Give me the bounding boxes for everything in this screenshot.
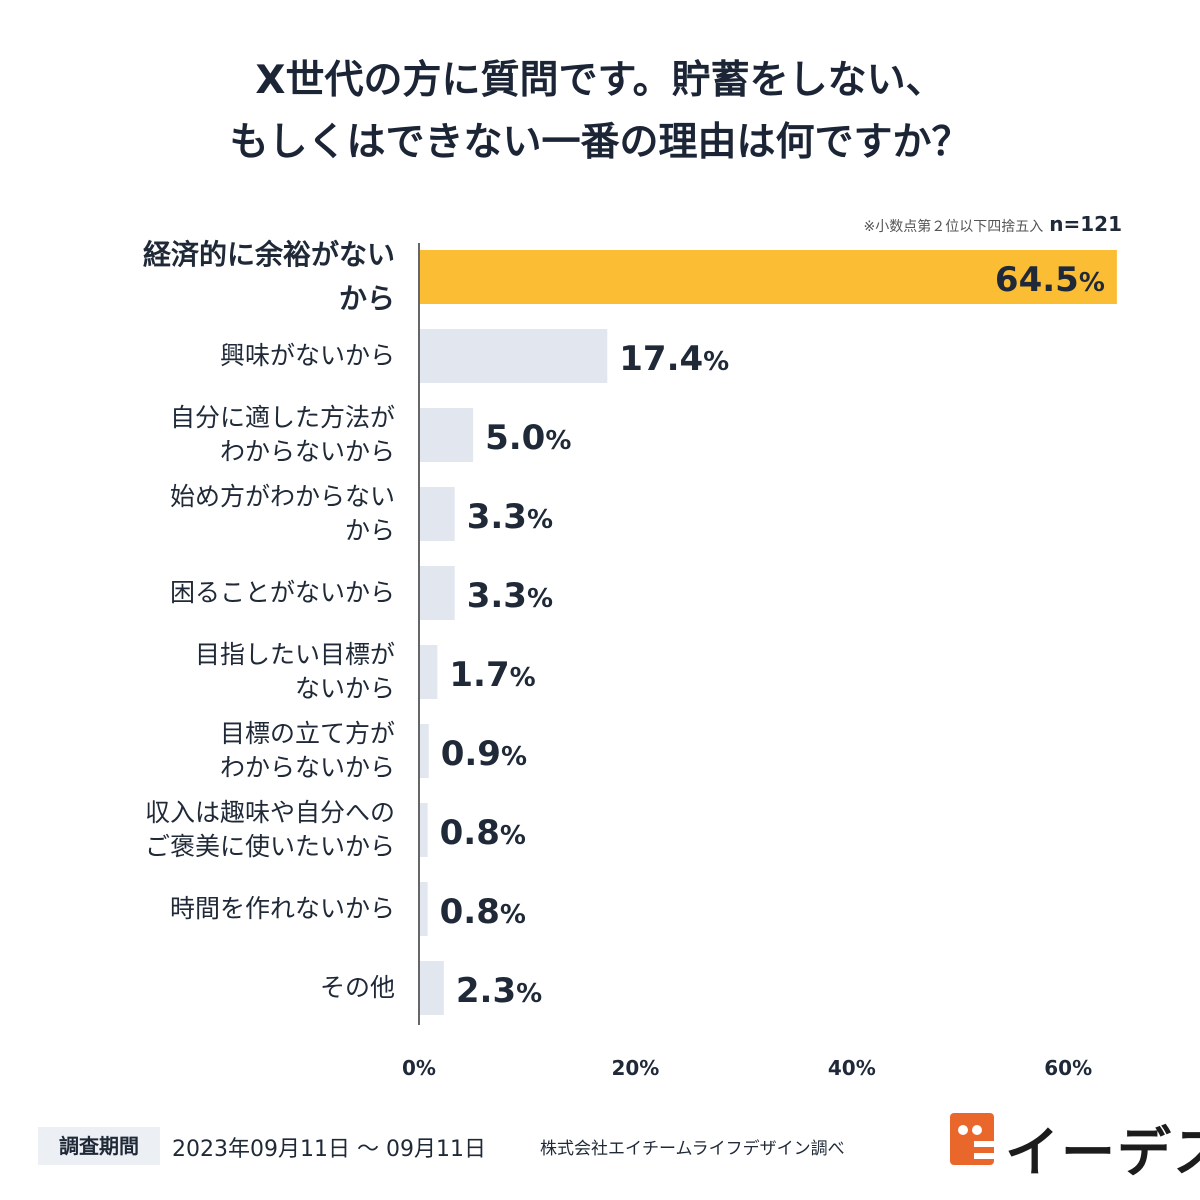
- value-label-7: 0.8%: [440, 813, 526, 853]
- bar-7: [419, 803, 428, 857]
- category-label-7: 収入は趣味や自分への ご褒美に使いたいから: [145, 796, 395, 864]
- title-line-1: X世代の方に質問です。貯蓄をしない、: [255, 58, 945, 103]
- title-line-2: もしくはできない一番の理由は何ですか？: [229, 120, 971, 165]
- idesu-mascot-icon: [950, 1113, 994, 1165]
- bar-0: [419, 250, 1117, 304]
- brand-logo: イーデス: [1005, 1121, 1200, 1184]
- bar-3: [419, 487, 455, 541]
- category-label-3-line-0: 始め方がわからない: [169, 482, 395, 511]
- survey-credit: 株式会社エイチームライフデザイン調べ: [540, 1139, 845, 1159]
- x-tick-label-0: 0%: [402, 1056, 436, 1080]
- category-label-5: 目指したい目標がないから: [195, 638, 395, 706]
- category-label-3-line-1: から: [344, 516, 395, 545]
- rounding-note: ※小数点第２位以下四捨五入: [863, 219, 1044, 235]
- bar-9: [419, 961, 444, 1015]
- category-label-8: 時間を作れないから: [170, 892, 395, 926]
- category-label-0: 経済的に余裕がないから: [143, 233, 395, 321]
- category-label-6: 目標の立て方が わからないから: [220, 717, 395, 785]
- category-label-8-line-0: 時間を作れないから: [169, 894, 395, 923]
- x-tick-label-1: 20%: [611, 1056, 659, 1080]
- category-label-2: 自分に適した方法がわからないから: [170, 401, 395, 469]
- bar-2: [419, 408, 474, 462]
- category-label-0-line-0: 経済的に余裕がない: [142, 238, 395, 271]
- category-label-5-line-0: 目指したい目標が: [194, 640, 395, 669]
- survey-period-badge: 調査期間: [38, 1127, 160, 1165]
- category-label-6-line-1: わからないから: [219, 753, 395, 782]
- x-tick-label-2: 40%: [828, 1056, 876, 1080]
- category-label-0-line-1: から: [338, 282, 395, 315]
- value-label-9: 2.3%: [456, 971, 542, 1011]
- category-label-5-line-1: ないから: [294, 674, 395, 703]
- value-label-4: 3.3%: [467, 576, 553, 616]
- value-label-8: 0.8%: [440, 892, 526, 932]
- category-label-9: その他: [320, 971, 395, 1005]
- category-label-9-line-0: その他: [319, 973, 395, 1002]
- chart-note: ※小数点第２位以下四捨五入 n=121: [864, 212, 1122, 236]
- category-label-2-line-1: わからないから: [219, 437, 395, 466]
- category-label-1-line-0: 興味がないから: [219, 341, 395, 370]
- chart-title: X世代の方に質問です。貯蓄をしない、 もしくはできない一番の理由は何ですか？: [0, 50, 1200, 174]
- category-label-1: 興味がないから: [220, 339, 395, 373]
- value-label-3: 3.3%: [467, 497, 553, 537]
- bar-6: [419, 724, 429, 778]
- sample-size: n=121: [1049, 212, 1122, 236]
- value-label-6: 0.9%: [441, 734, 527, 774]
- bar-chart: 64.5% 17.4% 5.0% 3.3% 3.3% 1.7% 0.9% 0.8% 0.8% 2.…: [402, 243, 1117, 1080]
- bar-8: [419, 882, 428, 936]
- value-label-5: 1.7%: [449, 655, 535, 695]
- bar-4: [419, 566, 455, 620]
- category-label-2-line-0: 自分に適した方法が: [169, 403, 395, 432]
- category-label-4-line-0: 困ることがないから: [169, 578, 395, 607]
- value-label-0: 64.5%: [995, 260, 1105, 300]
- bar-5: [419, 645, 438, 699]
- category-label-3: 始め方がわからないから: [170, 480, 395, 548]
- survey-period: 2023年09月11日 〜 09月11日: [172, 1137, 486, 1162]
- value-label-2: 5.0%: [485, 418, 571, 458]
- category-label-4: 困ることがないから: [170, 576, 395, 610]
- bar-1: [419, 329, 608, 383]
- value-label-1: 17.4%: [619, 339, 729, 379]
- x-tick-label-3: 60%: [1044, 1056, 1092, 1080]
- category-label-6-line-0: 目標の立て方が: [219, 719, 395, 748]
- category-label-7-line-1: ご褒美に使いたいから: [144, 832, 395, 861]
- category-label-7-line-0: 収入は趣味や自分への: [144, 798, 395, 827]
